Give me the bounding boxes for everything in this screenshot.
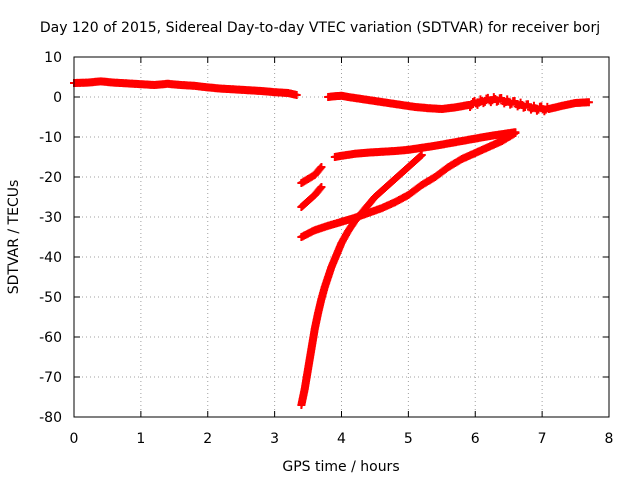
chart-title: Day 120 of 2015, Sidereal Day-to-day VTE… bbox=[40, 20, 600, 36]
y-tick-label: -20 bbox=[39, 170, 62, 186]
x-tick-label: 2 bbox=[203, 431, 212, 447]
y-tick-label: -70 bbox=[39, 370, 62, 386]
x-axis-title: GPS time / hours bbox=[282, 459, 399, 475]
data-point bbox=[292, 91, 301, 99]
y-tick-label: -30 bbox=[39, 210, 62, 226]
data-point bbox=[479, 99, 488, 108]
data-point bbox=[417, 151, 426, 159]
x-tick-label: 0 bbox=[70, 431, 79, 447]
data-point bbox=[540, 107, 549, 116]
series-7 bbox=[297, 151, 426, 409]
data-point bbox=[466, 102, 475, 111]
x-tick-label: 3 bbox=[270, 431, 279, 447]
data-points bbox=[70, 77, 593, 409]
data-point bbox=[584, 98, 593, 107]
y-axis-title: SDTVAR / TECUs bbox=[6, 180, 22, 295]
y-tick-label: 0 bbox=[53, 90, 62, 106]
x-tick-label: 6 bbox=[471, 431, 480, 447]
axis-ticks: 0 1 2 3 4 5 6 7 8 10 0 -10 -20 -30 -40 -50 -60 -70 -80 bbox=[39, 50, 613, 447]
data-point bbox=[317, 163, 326, 171]
series-5 bbox=[330, 128, 520, 161]
x-tick-label: 5 bbox=[404, 431, 413, 447]
series-2 bbox=[324, 91, 593, 116]
plot-frame bbox=[73, 56, 610, 418]
series-4 bbox=[297, 183, 326, 211]
grid-lines bbox=[74, 57, 609, 417]
x-tick-label: 4 bbox=[337, 431, 346, 447]
data-point bbox=[511, 129, 520, 137]
y-tick-label: -60 bbox=[39, 330, 62, 346]
y-tick-label: -40 bbox=[39, 250, 62, 266]
series-1 bbox=[70, 77, 301, 99]
y-tick-label: 10 bbox=[44, 50, 62, 66]
x-tick-label: 7 bbox=[538, 431, 547, 447]
y-tick-label: -10 bbox=[39, 130, 62, 146]
y-tick-label: -80 bbox=[39, 410, 62, 426]
data-point bbox=[317, 183, 326, 191]
y-tick-label: -50 bbox=[39, 290, 62, 306]
x-tick-label: 8 bbox=[605, 431, 614, 447]
series-3 bbox=[297, 163, 326, 187]
x-tick-label: 1 bbox=[136, 431, 145, 447]
